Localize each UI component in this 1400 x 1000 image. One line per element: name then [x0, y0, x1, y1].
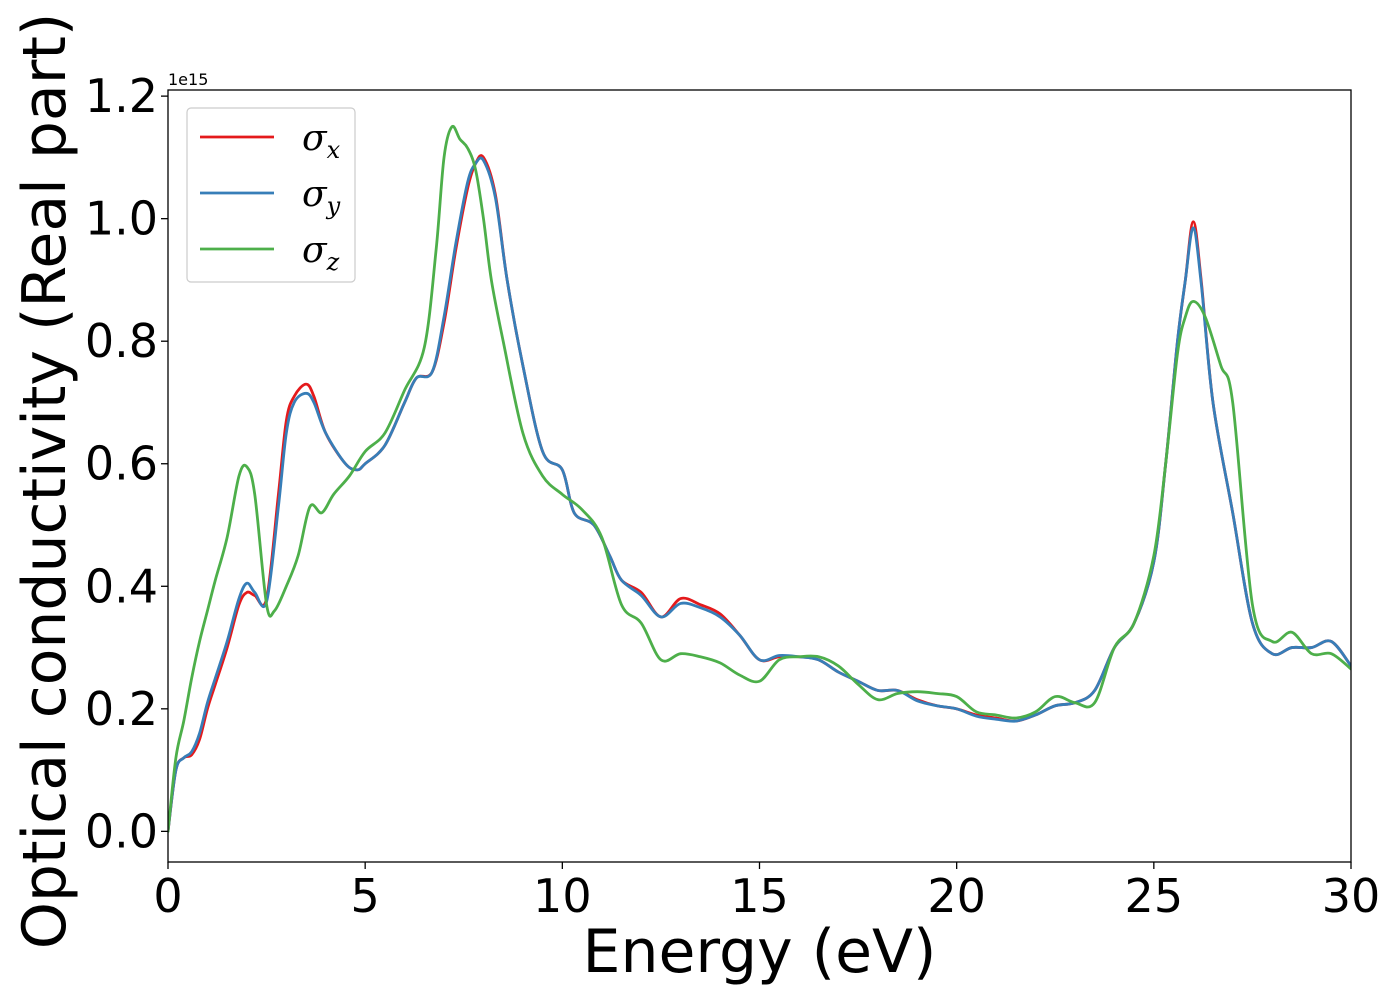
- legend: σx σy σz: [186, 107, 356, 283]
- y-axis-title: Optical conductivity (Real part): [10, 13, 80, 950]
- x-axis-title: Energy (eV): [583, 917, 937, 987]
- y-offset-label: 1e15: [168, 70, 208, 89]
- series-layer: [168, 124, 1351, 833]
- x-tick-label: 25: [1125, 869, 1184, 923]
- y-tick-label: 0.6: [85, 437, 158, 491]
- x-tick-label: 10: [533, 869, 592, 923]
- x-tick-label: 15: [730, 869, 789, 923]
- y-tick-label: 0.4: [85, 559, 158, 613]
- y-axis: 0.0 0.2 0.4 0.6 0.8 1.0 1.2: [85, 69, 168, 858]
- series-line-z: [168, 124, 1351, 833]
- x-tick-label: 20: [927, 869, 986, 923]
- legend-label-z: σz: [302, 230, 340, 276]
- legend-box: [186, 107, 356, 283]
- legend-label-y: σy: [302, 174, 341, 220]
- x-tick-label: 0: [153, 869, 182, 923]
- x-tick-label: 5: [351, 869, 380, 923]
- legend-label-x: σx: [302, 118, 341, 164]
- y-tick-label: 0.0: [85, 804, 158, 858]
- y-tick-label: 1.2: [85, 69, 158, 123]
- y-tick-label: 1.0: [85, 192, 158, 246]
- y-tick-label: 0.2: [85, 682, 158, 736]
- x-tick-label: 30: [1322, 869, 1381, 923]
- x-axis: 0 5 10 15 20 25 30: [153, 862, 1380, 923]
- y-tick-label: 0.8: [85, 314, 158, 368]
